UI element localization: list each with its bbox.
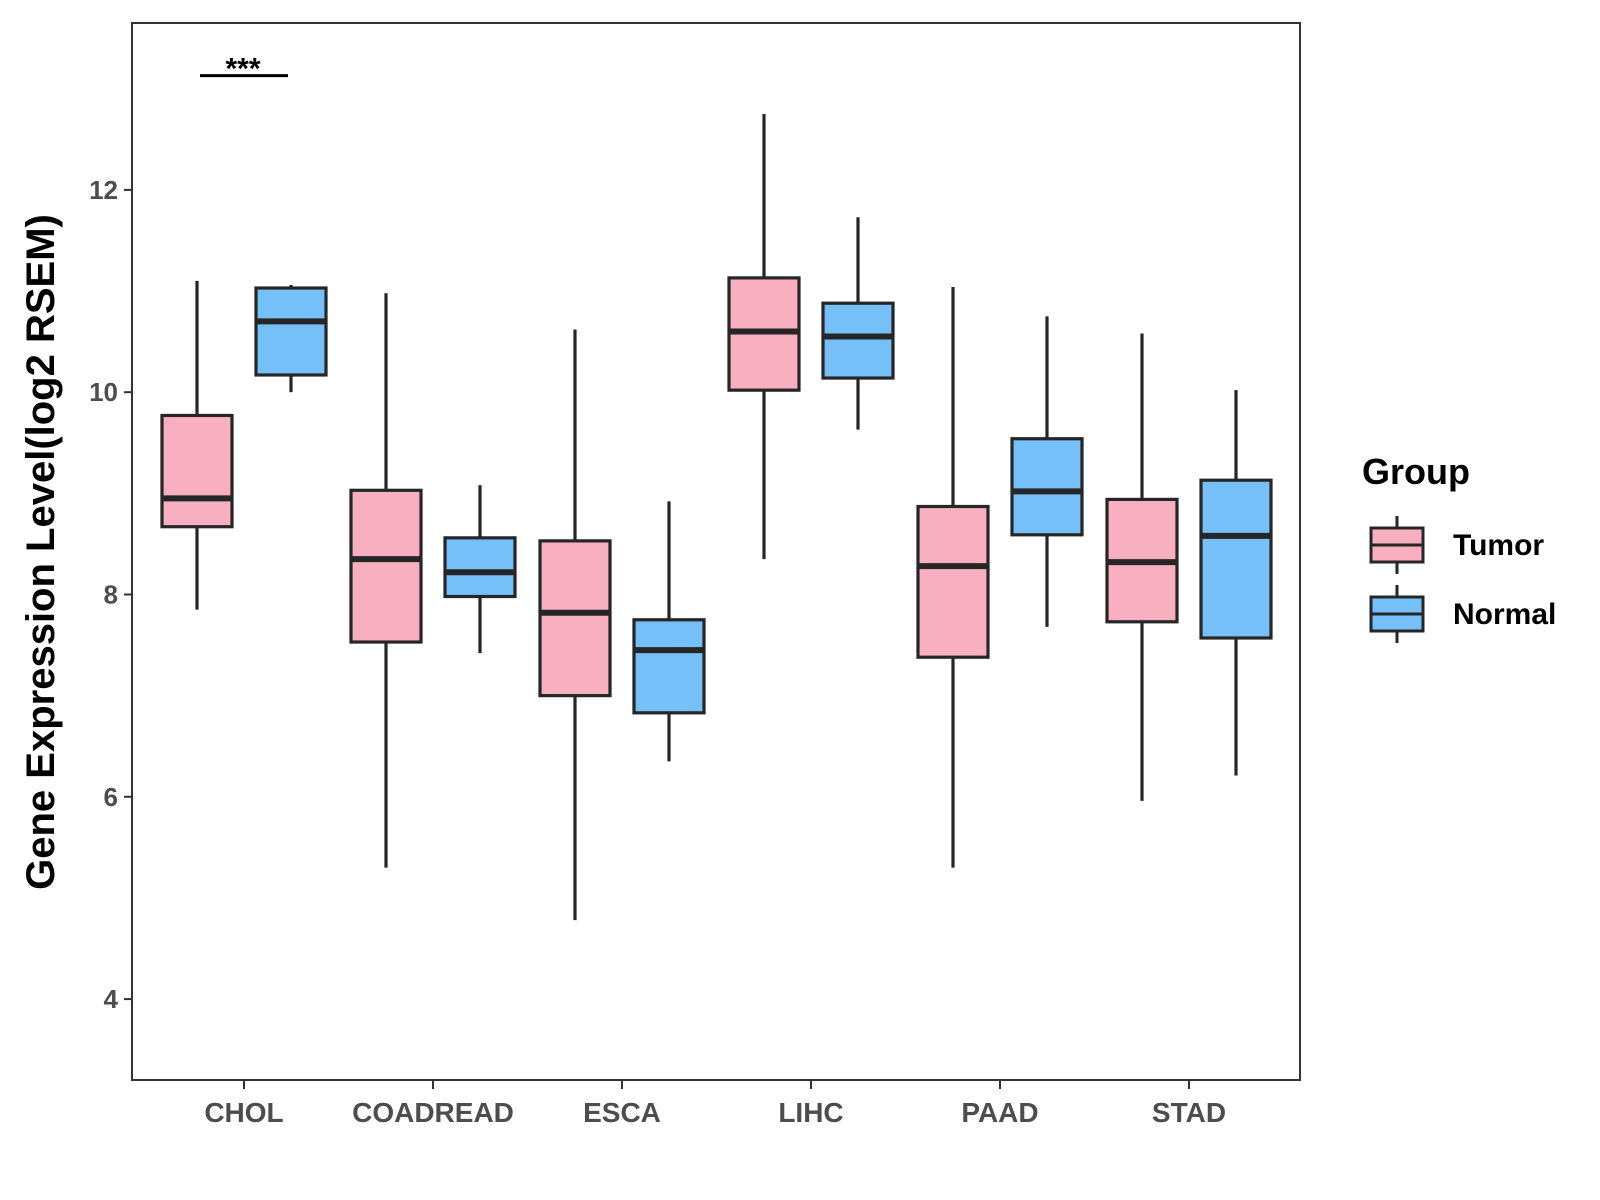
x-tick-label-stad: STAD [1152, 1097, 1226, 1128]
y-tick-label: 8 [104, 579, 118, 609]
significance-label: *** [225, 53, 260, 86]
y-tick-label: 10 [89, 377, 118, 407]
legend-label-normal: Normal [1453, 598, 1556, 631]
box-normal-chol [254, 284, 328, 393]
box-normal-stad [1199, 390, 1273, 776]
box-body [538, 539, 612, 698]
y-tick-label: 4 [104, 984, 119, 1014]
plot-area: *** [131, 22, 1301, 1081]
y-tick-label: 12 [89, 175, 118, 205]
y-tick-label: 6 [104, 782, 118, 812]
legend: Group Tumor Normal [1362, 451, 1556, 643]
legend-item-tumor: Tumor [1369, 516, 1544, 574]
x-tick-label-esca: ESCA [583, 1097, 661, 1128]
box-normal-esca [632, 501, 706, 762]
box-body [821, 301, 895, 380]
y-axis-title: Gene Expression Level(log2 RSEM) [19, 214, 63, 890]
box-body [632, 618, 706, 715]
box-body [916, 504, 990, 659]
panel-border [131, 22, 1301, 1081]
box-tumor-esca [538, 329, 612, 921]
box-normal-lihc [821, 217, 895, 430]
box-body [349, 488, 423, 644]
box-normal-coadread [443, 485, 517, 654]
legend-label-tumor: Tumor [1453, 529, 1544, 562]
box-body [443, 536, 517, 599]
box-body [254, 286, 328, 377]
x-tick-label-coadread: COADREAD [352, 1097, 514, 1128]
box-tumor-paad [916, 286, 990, 868]
x-tick-label-chol: CHOL [204, 1097, 283, 1128]
box-tumor-lihc [727, 114, 801, 560]
box-body [160, 413, 234, 529]
box-body [1199, 478, 1273, 640]
y-axis: 4 6 8 10 12 [89, 175, 132, 1014]
x-axis: CHOL COADREAD ESCA LIHC PAAD STAD [204, 1080, 1226, 1128]
legend-item-normal: Normal [1369, 585, 1556, 643]
box-normal-paad [1010, 316, 1084, 627]
box-tumor-coadread [349, 293, 423, 868]
box-tumor-chol [160, 280, 234, 610]
x-tick-label-paad: PAAD [961, 1097, 1038, 1128]
legend-title: Group [1362, 451, 1470, 492]
box-body [1010, 437, 1084, 537]
box-tumor-stad [1105, 333, 1179, 801]
x-tick-label-lihc: LIHC [778, 1097, 843, 1128]
